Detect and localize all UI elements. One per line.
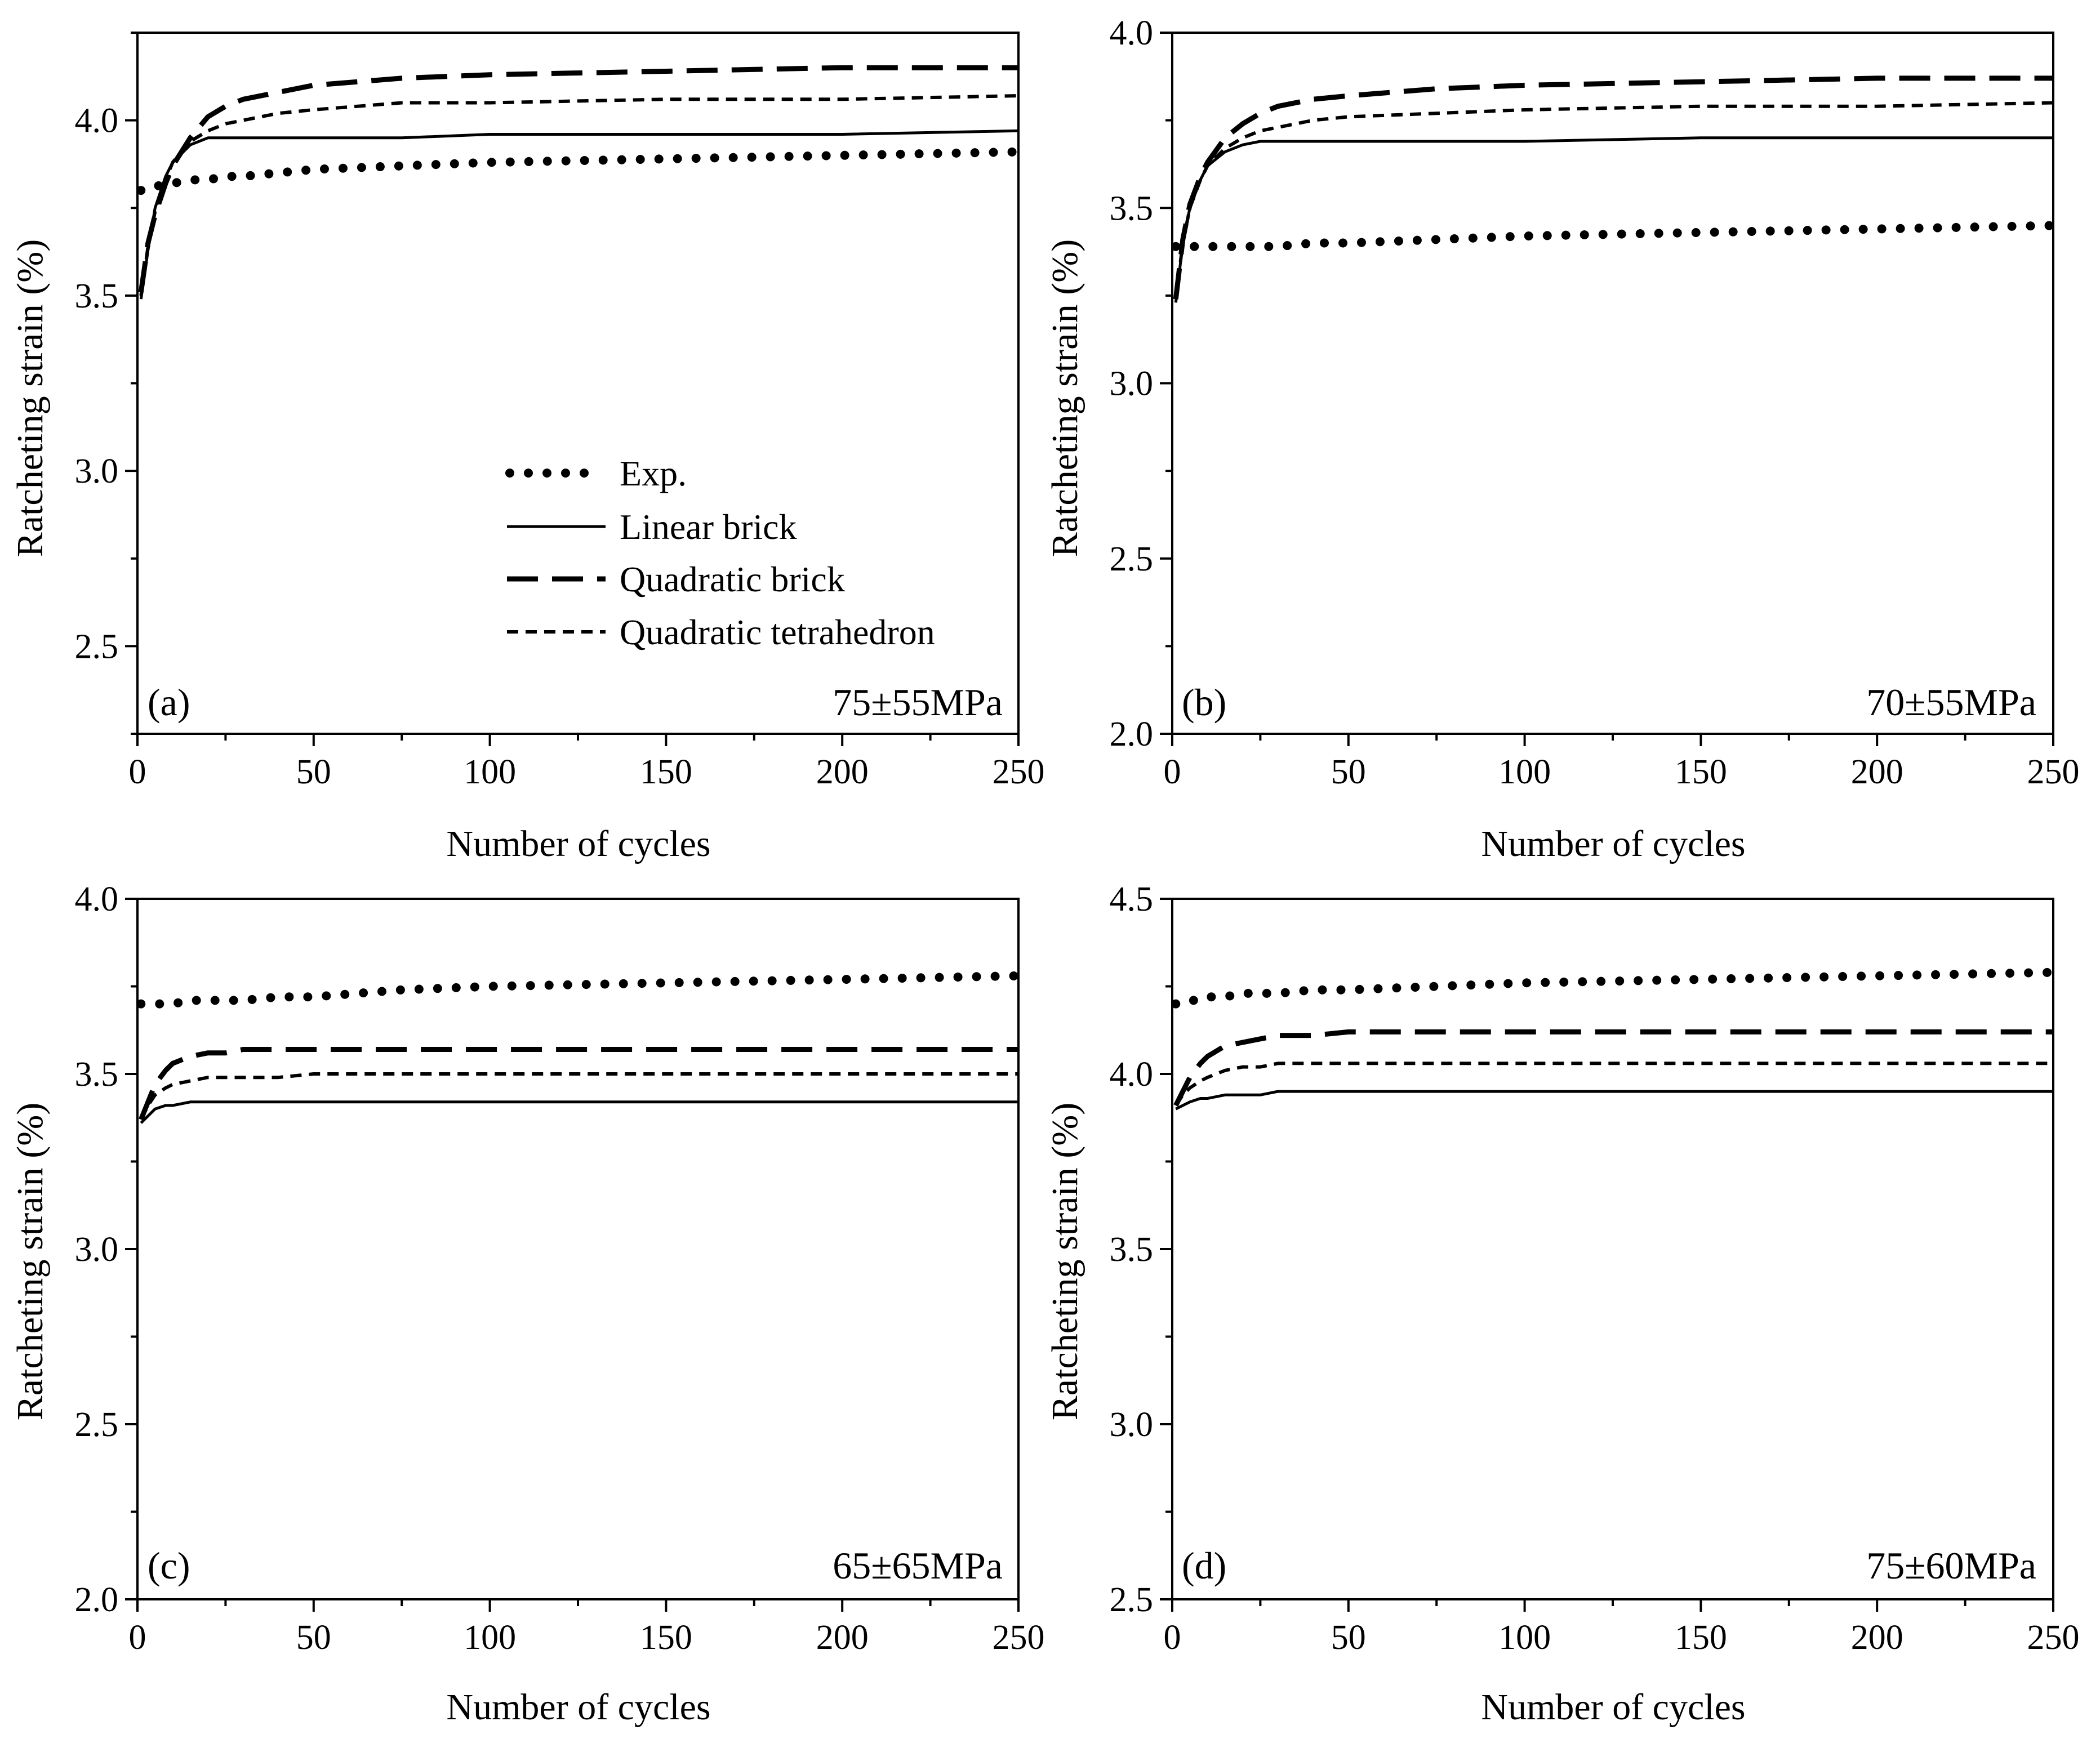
y-tick-label: 2.5	[75, 1406, 119, 1444]
series-exp	[136, 147, 1023, 195]
ylabel: Ratcheting strain (%)	[10, 1103, 51, 1420]
legend-label-exp: Exp.	[620, 453, 687, 493]
x-tick-label: 250	[2027, 1618, 2080, 1657]
chart-panel-a: Ratcheting strain (%) Number of cycles (…	[10, 32, 1045, 864]
condition-label: 75±55MPa	[833, 681, 1003, 724]
legend-label-quadratic-brick: Quadratic brick	[620, 559, 845, 599]
y-tick-label: 2.5	[1110, 1581, 1154, 1619]
x-tick-label: 250	[993, 1618, 1045, 1657]
x-tick-label: 150	[640, 753, 692, 791]
x-tick-label: 100	[1498, 1618, 1551, 1657]
series-quadratic-brick	[1173, 75, 2053, 300]
x-tick-label: 100	[464, 753, 516, 791]
x-tick-label: 100	[464, 1618, 516, 1657]
xlabel: Number of cycles	[446, 1687, 710, 1728]
x-tick-label: 0	[129, 753, 146, 791]
x-tick-label: 150	[1675, 753, 1727, 791]
y-tick-label: 2.0	[1110, 715, 1154, 753]
series-quadratic-brick	[1173, 1029, 2053, 1107]
x-tick-label: 0	[1164, 753, 1181, 791]
ylabel: Ratcheting strain (%)	[1044, 239, 1085, 557]
series-exp	[1171, 221, 2058, 251]
panel-label: (c)	[148, 1544, 190, 1587]
panel-label: (a)	[148, 681, 190, 724]
y-tick-label: 2.5	[1110, 540, 1154, 578]
x-tick-label: 50	[296, 1618, 331, 1657]
series-exp	[136, 971, 1023, 1009]
y-tick-label: 4.0	[75, 880, 119, 918]
x-tick-label: 200	[816, 1618, 869, 1657]
y-tick-label: 4.5	[1110, 880, 1154, 918]
ylabel: Ratcheting strain (%)	[1044, 1103, 1085, 1420]
condition-label: 75±60MPa	[1866, 1544, 2036, 1587]
x-tick-label: 50	[1331, 753, 1366, 791]
chart-panel-d: Ratcheting strain (%) Number of cycles (…	[1044, 880, 2080, 1728]
y-tick-label: 4.0	[1110, 1055, 1154, 1094]
panel-label: (d)	[1182, 1544, 1226, 1587]
ylabel: Ratcheting strain (%)	[10, 239, 51, 557]
panel-label: (b)	[1182, 681, 1226, 724]
y-tick-label: 2.0	[75, 1581, 119, 1619]
y-tick-label: 3.0	[75, 452, 119, 491]
condition-label: 65±65MPa	[833, 1544, 1003, 1587]
y-tick-label: 4.0	[75, 102, 119, 140]
x-tick-label: 150	[1675, 1618, 1727, 1657]
x-tick-label: 150	[640, 1618, 692, 1657]
x-tick-label: 0	[1164, 1618, 1181, 1657]
series-linear-brick	[1175, 1090, 2053, 1111]
y-tick-label: 4.0	[1110, 14, 1154, 52]
series-quadratic-tetrahedron	[1174, 1062, 2053, 1107]
series-quadratic-tetrahedron	[139, 1072, 1018, 1121]
legend: Exp. Linear brick Quadratic brick Quadra…	[505, 453, 935, 652]
chart-panel-b: Ratcheting strain (%) Number of cycles (…	[1044, 14, 2080, 864]
y-tick-label: 3.5	[1110, 1230, 1154, 1269]
series-quadratic-tetrahedron	[1174, 101, 2054, 300]
y-tick-label: 3.0	[1110, 1406, 1154, 1444]
y-tick-label: 3.0	[1110, 365, 1154, 403]
xlabel: Number of cycles	[1481, 1687, 1745, 1728]
condition-label: 70±55MPa	[1866, 681, 2036, 724]
x-tick-label: 0	[129, 1618, 146, 1657]
x-tick-label: 200	[1851, 753, 1903, 791]
x-tick-label: 200	[816, 753, 869, 791]
x-tick-label: 250	[2027, 753, 2080, 791]
xlabel: Number of cycles	[446, 823, 710, 864]
xlabel: Number of cycles	[1481, 823, 1745, 864]
y-tick-label: 2.5	[75, 627, 119, 666]
y-tick-label: 3.5	[1110, 189, 1154, 228]
series-quadratic-tetrahedron	[139, 94, 1019, 296]
x-tick-label: 200	[1851, 1618, 1903, 1657]
chart-panel-c: Ratcheting strain (%) Number of cycles (…	[10, 880, 1045, 1728]
y-tick-label: 3.0	[75, 1230, 119, 1269]
x-tick-label: 250	[993, 753, 1045, 791]
legend-label-linear-brick: Linear brick	[620, 507, 797, 547]
y-tick-label: 3.5	[75, 277, 119, 315]
series-exp	[1171, 967, 2058, 1009]
x-tick-label: 50	[1331, 1618, 1366, 1657]
x-tick-label: 50	[296, 753, 331, 791]
x-tick-label: 100	[1498, 753, 1551, 791]
series-quadratic-brick	[139, 1047, 1018, 1121]
series-linear-brick	[140, 1100, 1018, 1124]
y-tick-label: 3.5	[75, 1055, 119, 1094]
legend-label-quadratic-tetrahedron: Quadratic tetrahedron	[620, 612, 935, 652]
